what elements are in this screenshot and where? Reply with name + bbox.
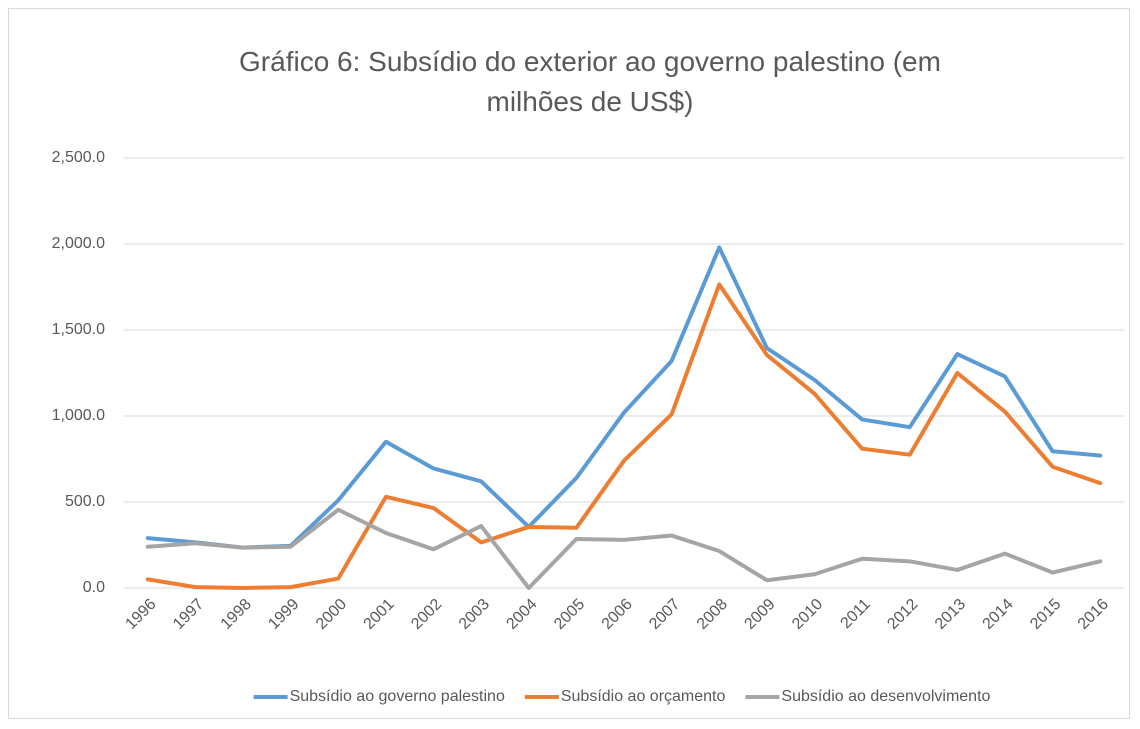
x-tick-label: 1996	[122, 596, 159, 633]
x-tick-label: 2006	[599, 596, 636, 633]
x-tick-label: 2005	[551, 596, 588, 633]
legend-label: Subsídio ao governo palestino	[290, 688, 505, 705]
x-tick-label: 2009	[741, 596, 778, 633]
y-tick-label: 1,000.0	[52, 407, 105, 424]
chart-title: Gráfico 6: Subsídio do exterior ao gover…	[239, 46, 941, 117]
y-tick-label: 2,500.0	[52, 149, 105, 166]
y-tick-label: 0.0	[83, 579, 105, 596]
y-tick-label: 500.0	[65, 493, 105, 510]
series-line	[145, 507, 1103, 590]
x-tick-label: 2000	[313, 596, 350, 633]
x-tick-label: 2008	[694, 596, 731, 633]
x-tick-label: 2011	[838, 596, 874, 632]
legend-label: Subsídio ao desenvolvimento	[781, 688, 990, 705]
x-tick-label: 1999	[265, 596, 302, 633]
legend-label: Subsídio ao orçamento	[561, 688, 726, 705]
x-tick-label: 2016	[1075, 596, 1112, 633]
y-tick-label: 1,500.0	[52, 321, 105, 338]
x-tick-label: 1997	[170, 596, 207, 633]
x-tick-label: 2010	[789, 596, 826, 633]
x-tick-label: 2014	[980, 596, 1017, 633]
x-tick-label: 2004	[503, 596, 540, 633]
x-tick-label: 2007	[646, 596, 683, 633]
x-tick-label: 2015	[1027, 596, 1064, 633]
series-line	[145, 282, 1103, 590]
x-tick-label: 2013	[932, 596, 969, 633]
y-tick-label: 2,000.0	[52, 235, 105, 252]
x-tick-label: 2002	[408, 596, 445, 633]
series-line	[145, 245, 1103, 550]
x-tick-label: 1998	[218, 596, 255, 633]
x-tick-label: 2001	[361, 596, 398, 633]
x-tick-label: 2003	[456, 596, 493, 633]
x-tick-label: 2012	[884, 596, 921, 633]
chart-frame	[8, 8, 1130, 719]
